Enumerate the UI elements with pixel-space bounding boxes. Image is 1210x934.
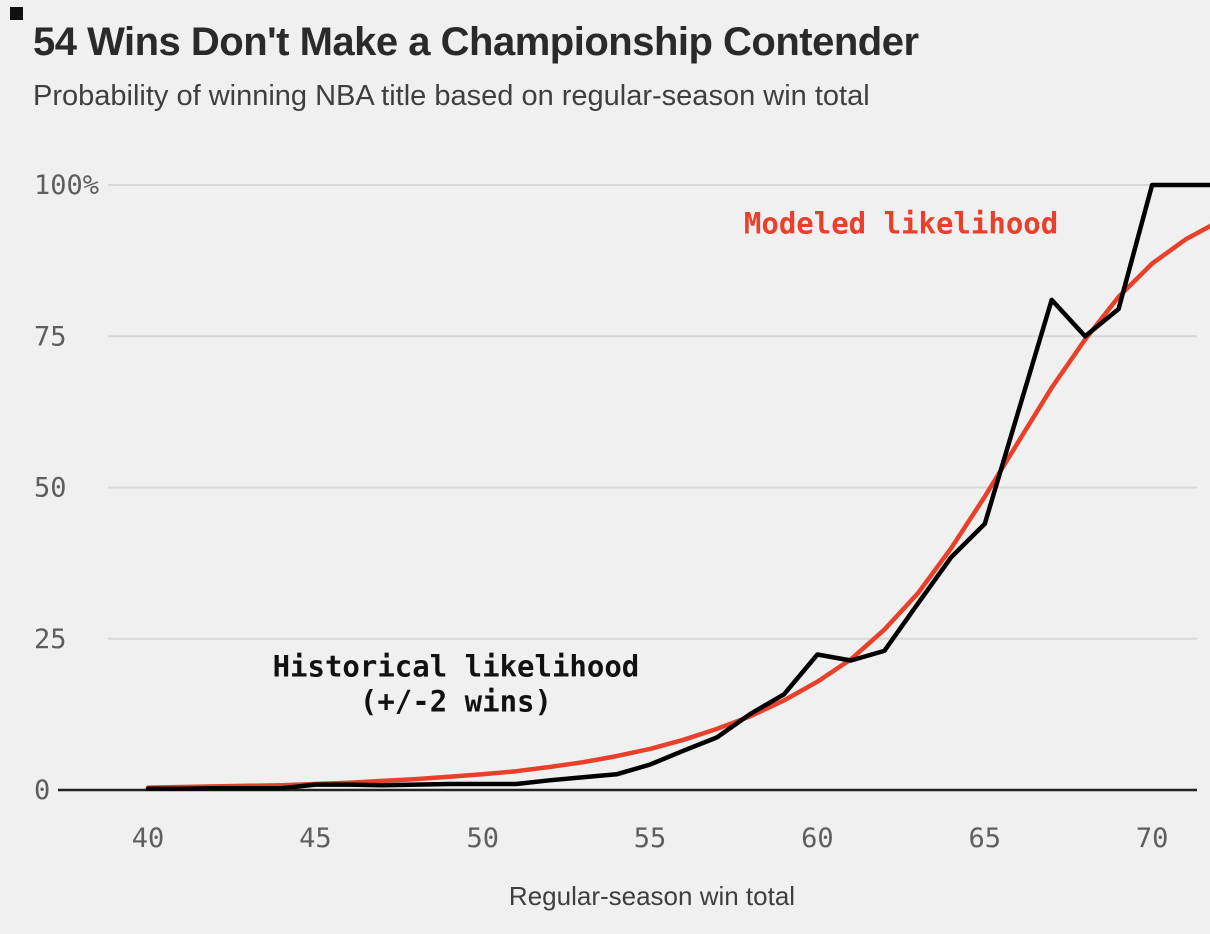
- chart-subtitle: Probability of winning NBA title based o…: [33, 80, 870, 112]
- y-tick-label: 50: [34, 473, 67, 504]
- line-chart: 0 25 50 75 100% 40 45 50 55 60 65 70 Regular-season …: [34, 170, 1210, 911]
- y-tick-label: 25: [34, 624, 67, 655]
- x-tick-label: 60: [801, 823, 834, 854]
- y-tick-label: 100%: [34, 170, 99, 201]
- y-tick-label: 0: [34, 775, 50, 806]
- annotation-label: Historical likelihood: [273, 649, 640, 683]
- y-tick-label: 75: [34, 321, 67, 352]
- series-line-historical: [145, 182, 1210, 792]
- x-tick-label: 55: [634, 823, 667, 854]
- x-tick-label: 40: [132, 823, 165, 854]
- annotation-label: (+/-2 wins): [360, 684, 552, 718]
- x-tick-label: 70: [1136, 823, 1169, 854]
- x-tick-label: 50: [466, 823, 499, 854]
- chart-area: 0 25 50 75 100% 40 45 50 55 60 65 70 Regular-season …: [0, 145, 1210, 934]
- annotation-label: Modeled likelihood: [744, 206, 1058, 240]
- corner-mark: [10, 7, 23, 20]
- chart-title: 54 Wins Don't Make a Championship Conten…: [33, 20, 919, 64]
- x-tick-label: 45: [299, 823, 332, 854]
- x-tick-label: 65: [968, 823, 1001, 854]
- x-axis-label: Regular-season win total: [509, 881, 795, 911]
